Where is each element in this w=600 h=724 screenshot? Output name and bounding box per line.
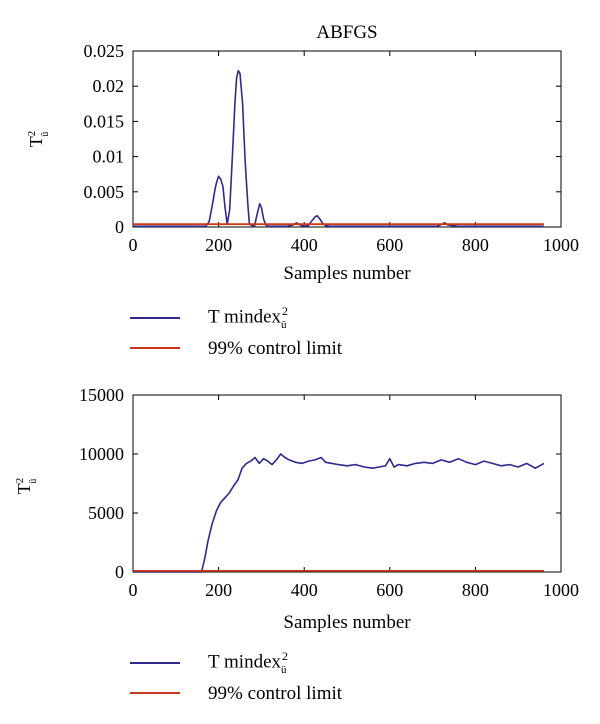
series-line-mindex [133, 69, 544, 228]
legend-item-mindex: T mindex2ü [130, 648, 342, 678]
legend-top: T mindex2û 99% control limit [130, 303, 342, 363]
y-tick-label: 0 [115, 217, 124, 237]
y-tick-label: 0.015 [84, 111, 125, 131]
y-tick-label: 0.025 [84, 41, 125, 61]
plot-frame [132, 394, 562, 573]
y-tick-label: 0 [115, 562, 124, 582]
legend-label-control-limit: 99% control limit [208, 682, 343, 704]
x-tick-label: 1000 [543, 580, 579, 600]
x-tick-label: 200 [205, 580, 232, 600]
y-tick-label: 15000 [79, 385, 124, 405]
series-line-mindex [133, 453, 545, 573]
x-tick-label: 0 [129, 580, 138, 600]
x-tick-label: 0 [129, 235, 138, 255]
legend-swatch-mindex [130, 662, 180, 664]
y-tick-label: 0.02 [93, 76, 125, 96]
legend-item-control-limit: 99% control limit [130, 333, 342, 363]
chart-panel-0: ABFGS 0 200 400 600 800 1000 0 0.005 0.01 0.015 0.0… [26, 22, 579, 284]
y-tick-label: 5000 [88, 503, 124, 523]
x-tick-label: 600 [376, 580, 403, 600]
legend-swatch-mindex [130, 317, 180, 319]
x-tick-label: 800 [462, 235, 489, 255]
legend-item-control-limit: 99% control limit [130, 678, 342, 708]
x-tick-label: 200 [205, 235, 232, 255]
legend-label-control-limit: 99% control limit [208, 337, 343, 359]
y-axis-label: T2 ü [14, 478, 39, 495]
chart-panel-1: 0 200 400 600 800 1000050001000015000Samples … [14, 385, 579, 633]
x-tick-label: 600 [376, 235, 403, 255]
x-tick-label: 400 [291, 580, 318, 600]
chart-title: ABFGS [316, 22, 377, 43]
y-axis-label: T2 û [26, 131, 51, 148]
x-tick-label: 800 [462, 580, 489, 600]
y-tick-label: 0.01 [93, 147, 125, 167]
legend-label-mindex: T mindex2ü [208, 649, 289, 676]
legend-item-mindex: T mindex2û [130, 303, 342, 333]
legend-label-mindex: T mindex2û [208, 304, 289, 331]
x-axis-label: Samples number [283, 612, 411, 633]
legend-swatch-control-limit [130, 692, 180, 694]
legend-bottom: T mindex2ü 99% control limit [130, 648, 342, 708]
plot-frame [132, 50, 562, 228]
x-tick-label: 1000 [543, 235, 579, 255]
legend-swatch-control-limit [130, 347, 180, 349]
y-tick-label: 0.005 [84, 182, 125, 202]
x-tick-label: 400 [291, 235, 318, 255]
x-axis-label: Samples number [283, 263, 411, 284]
y-tick-label: 10000 [79, 444, 124, 464]
